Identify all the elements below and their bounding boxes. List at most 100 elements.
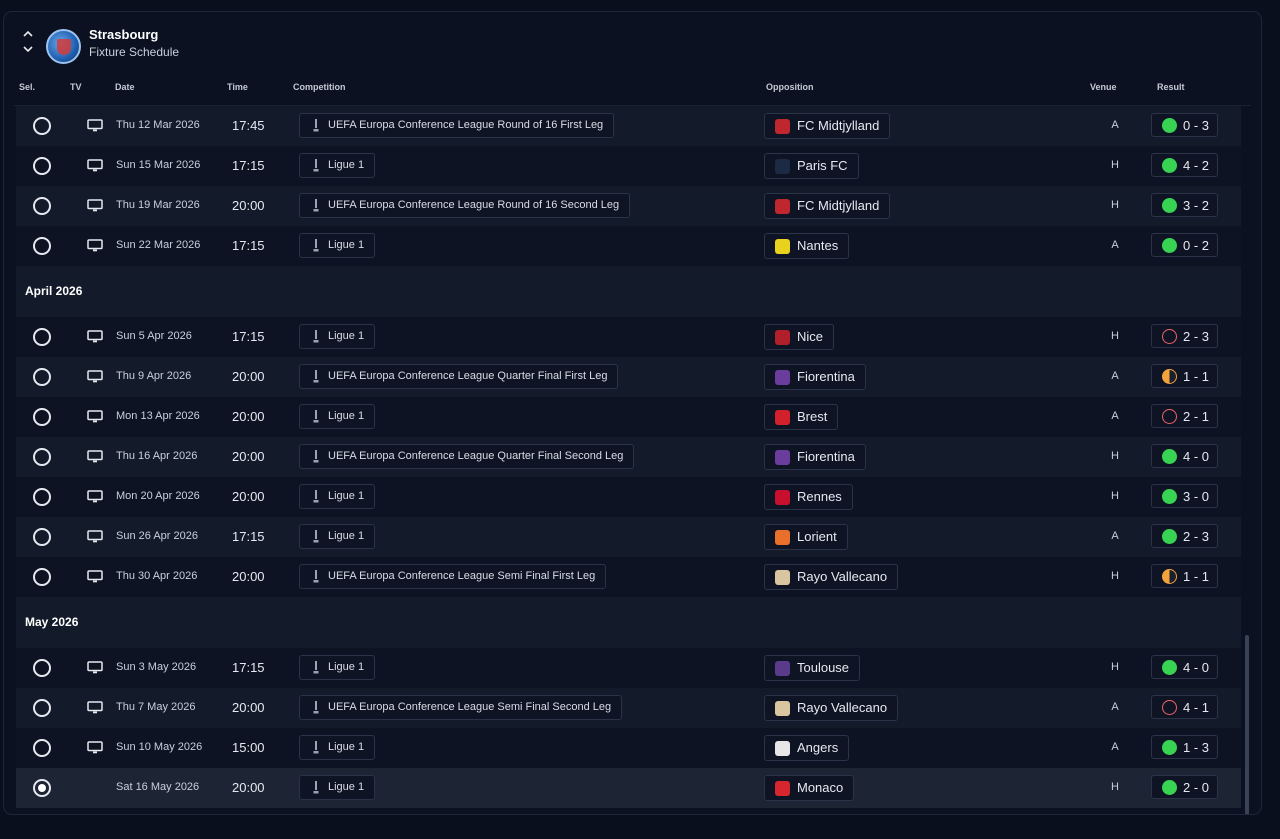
tv-icon xyxy=(87,330,103,343)
result-link[interactable]: 4 - 0 xyxy=(1151,444,1218,468)
competition-name: Ligue 1 xyxy=(328,330,365,342)
competition-link[interactable]: UEFA Europa Conference League Round of 1… xyxy=(299,193,631,218)
tv-icon xyxy=(87,159,103,172)
club-name[interactable]: Strasbourg xyxy=(89,27,159,42)
competition-link[interactable]: UEFA Europa Conference League Round of 1… xyxy=(299,113,615,138)
column-result[interactable]: Result xyxy=(1157,82,1185,92)
fixture-row[interactable]: Thu 9 Apr 2026 20:00 UEFA Europa Confere… xyxy=(16,357,1241,397)
club-crest[interactable] xyxy=(46,29,81,64)
opposition-badge-icon xyxy=(775,159,790,174)
opposition-link[interactable]: FC Midtjylland xyxy=(764,193,891,219)
competition-link[interactable]: UEFA Europa Conference League Semi Final… xyxy=(299,695,623,720)
result-link[interactable]: 3 - 0 xyxy=(1151,484,1218,508)
fixture-time: 15:00 xyxy=(232,740,265,755)
column-venue[interactable]: Venue xyxy=(1090,82,1117,92)
column-sel[interactable]: Sel. xyxy=(19,82,36,92)
select-radio[interactable] xyxy=(33,699,51,717)
column-time[interactable]: Time xyxy=(227,82,248,92)
opposition-link[interactable]: Fiorentina xyxy=(764,364,866,390)
competition-link[interactable]: Ligue 1 xyxy=(299,404,376,429)
select-radio[interactable] xyxy=(33,659,51,677)
select-radio[interactable] xyxy=(33,237,51,255)
fixture-row[interactable]: Sun 10 May 2026 15:00 Ligue 1 Angers A 1… xyxy=(16,728,1241,768)
opposition-link[interactable]: Brest xyxy=(764,404,839,430)
column-competition[interactable]: Competition xyxy=(293,82,346,92)
fixture-date: Thu 12 Mar 2026 xyxy=(116,119,200,131)
competition-link[interactable]: UEFA Europa Conference League Semi Final… xyxy=(299,564,607,589)
select-radio[interactable] xyxy=(33,368,51,386)
result-link[interactable]: 1 - 3 xyxy=(1151,735,1218,759)
fixture-row[interactable]: Sun 26 Apr 2026 17:15 Ligue 1 Lorient A … xyxy=(16,517,1241,557)
fixture-row[interactable]: Thu 7 May 2026 20:00 UEFA Europa Confere… xyxy=(16,688,1241,728)
opposition-link[interactable]: Rennes xyxy=(764,484,853,510)
select-radio[interactable] xyxy=(33,779,51,797)
select-radio[interactable] xyxy=(33,568,51,586)
fixture-row[interactable]: Sun 22 Mar 2026 17:15 Ligue 1 Nantes A 0… xyxy=(16,226,1241,266)
fixture-row[interactable]: Sun 5 Apr 2026 17:15 Ligue 1 Nice H 2 - … xyxy=(16,317,1241,357)
select-radio[interactable] xyxy=(33,408,51,426)
result-link[interactable]: 2 - 0 xyxy=(1151,775,1218,799)
fixture-date: Thu 9 Apr 2026 xyxy=(116,370,192,382)
opposition-link[interactable]: Rayo Vallecano xyxy=(764,564,899,590)
fixture-row[interactable]: Thu 12 Mar 2026 17:45 UEFA Europa Confer… xyxy=(16,106,1241,146)
fixture-row[interactable]: Sun 3 May 2026 17:15 Ligue 1 Toulouse H … xyxy=(16,648,1241,688)
competition-link[interactable]: Ligue 1 xyxy=(299,484,376,509)
opposition-name: Rennes xyxy=(797,489,842,504)
opposition-link[interactable]: Nantes xyxy=(764,233,850,259)
column-tv[interactable]: TV xyxy=(70,82,82,92)
scrollbar[interactable] xyxy=(1245,635,1249,814)
result-score: 0 - 3 xyxy=(1183,118,1210,133)
competition-link[interactable]: UEFA Europa Conference League Quarter Fi… xyxy=(299,444,635,469)
column-opposition[interactable]: Opposition xyxy=(766,82,814,92)
chevron-up-icon[interactable] xyxy=(22,28,34,40)
result-indicator-icon xyxy=(1162,449,1177,464)
competition-link[interactable]: Ligue 1 xyxy=(299,233,376,258)
competition-name: Ligue 1 xyxy=(328,159,365,171)
competition-link[interactable]: Ligue 1 xyxy=(299,153,376,178)
select-radio[interactable] xyxy=(33,528,51,546)
result-link[interactable]: 2 - 3 xyxy=(1151,524,1218,548)
result-link[interactable]: 3 - 2 xyxy=(1151,193,1218,217)
fixture-row[interactable]: Sat 16 May 2026 20:00 Ligue 1 Monaco H 2… xyxy=(16,768,1241,808)
column-date[interactable]: Date xyxy=(115,82,135,92)
fixture-row[interactable]: Thu 16 Apr 2026 20:00 UEFA Europa Confer… xyxy=(16,437,1241,477)
opposition-link[interactable]: FC Midtjylland xyxy=(764,113,891,139)
result-link[interactable]: 0 - 3 xyxy=(1151,113,1218,137)
fixture-row[interactable]: Thu 19 Mar 2026 20:00 UEFA Europa Confer… xyxy=(16,186,1241,226)
result-link[interactable]: 4 - 2 xyxy=(1151,153,1218,177)
chevron-down-icon[interactable] xyxy=(22,43,34,55)
select-radio[interactable] xyxy=(33,117,51,135)
competition-link[interactable]: Ligue 1 xyxy=(299,775,376,800)
result-link[interactable]: 4 - 1 xyxy=(1151,695,1218,719)
result-link[interactable]: 1 - 1 xyxy=(1151,564,1218,588)
select-radio[interactable] xyxy=(33,328,51,346)
opposition-link[interactable]: Paris FC xyxy=(764,153,859,179)
opposition-link[interactable]: Rayo Vallecano xyxy=(764,695,899,721)
result-link[interactable]: 2 - 1 xyxy=(1151,404,1218,428)
select-radio[interactable] xyxy=(33,157,51,175)
fixture-row[interactable]: Mon 13 Apr 2026 20:00 Ligue 1 Brest A 2 … xyxy=(16,397,1241,437)
select-radio[interactable] xyxy=(33,448,51,466)
opposition-link[interactable]: Fiorentina xyxy=(764,444,866,470)
competition-link[interactable]: Ligue 1 xyxy=(299,655,376,680)
fixture-row[interactable]: Thu 30 Apr 2026 20:00 UEFA Europa Confer… xyxy=(16,557,1241,597)
select-radio[interactable] xyxy=(33,739,51,757)
opposition-link[interactable]: Nice xyxy=(764,324,835,350)
result-link[interactable]: 2 - 3 xyxy=(1151,324,1218,348)
competition-link[interactable]: Ligue 1 xyxy=(299,735,376,760)
select-radio[interactable] xyxy=(33,197,51,215)
competition-link[interactable]: Ligue 1 xyxy=(299,524,376,549)
competition-link[interactable]: UEFA Europa Conference League Quarter Fi… xyxy=(299,364,619,389)
opposition-link[interactable]: Angers xyxy=(764,735,850,761)
result-link[interactable]: 0 - 2 xyxy=(1151,233,1218,257)
opposition-link[interactable]: Monaco xyxy=(764,775,855,801)
result-link[interactable]: 4 - 0 xyxy=(1151,655,1218,679)
competition-link[interactable]: Ligue 1 xyxy=(299,324,376,349)
collapse-toggle[interactable] xyxy=(22,28,36,55)
fixture-row[interactable]: Sun 15 Mar 2026 17:15 Ligue 1 Paris FC H… xyxy=(16,146,1241,186)
select-radio[interactable] xyxy=(33,488,51,506)
opposition-link[interactable]: Toulouse xyxy=(764,655,861,681)
fixture-row[interactable]: Mon 20 Apr 2026 20:00 Ligue 1 Rennes H 3… xyxy=(16,477,1241,517)
result-link[interactable]: 1 - 1 xyxy=(1151,364,1218,388)
opposition-link[interactable]: Lorient xyxy=(764,524,848,550)
